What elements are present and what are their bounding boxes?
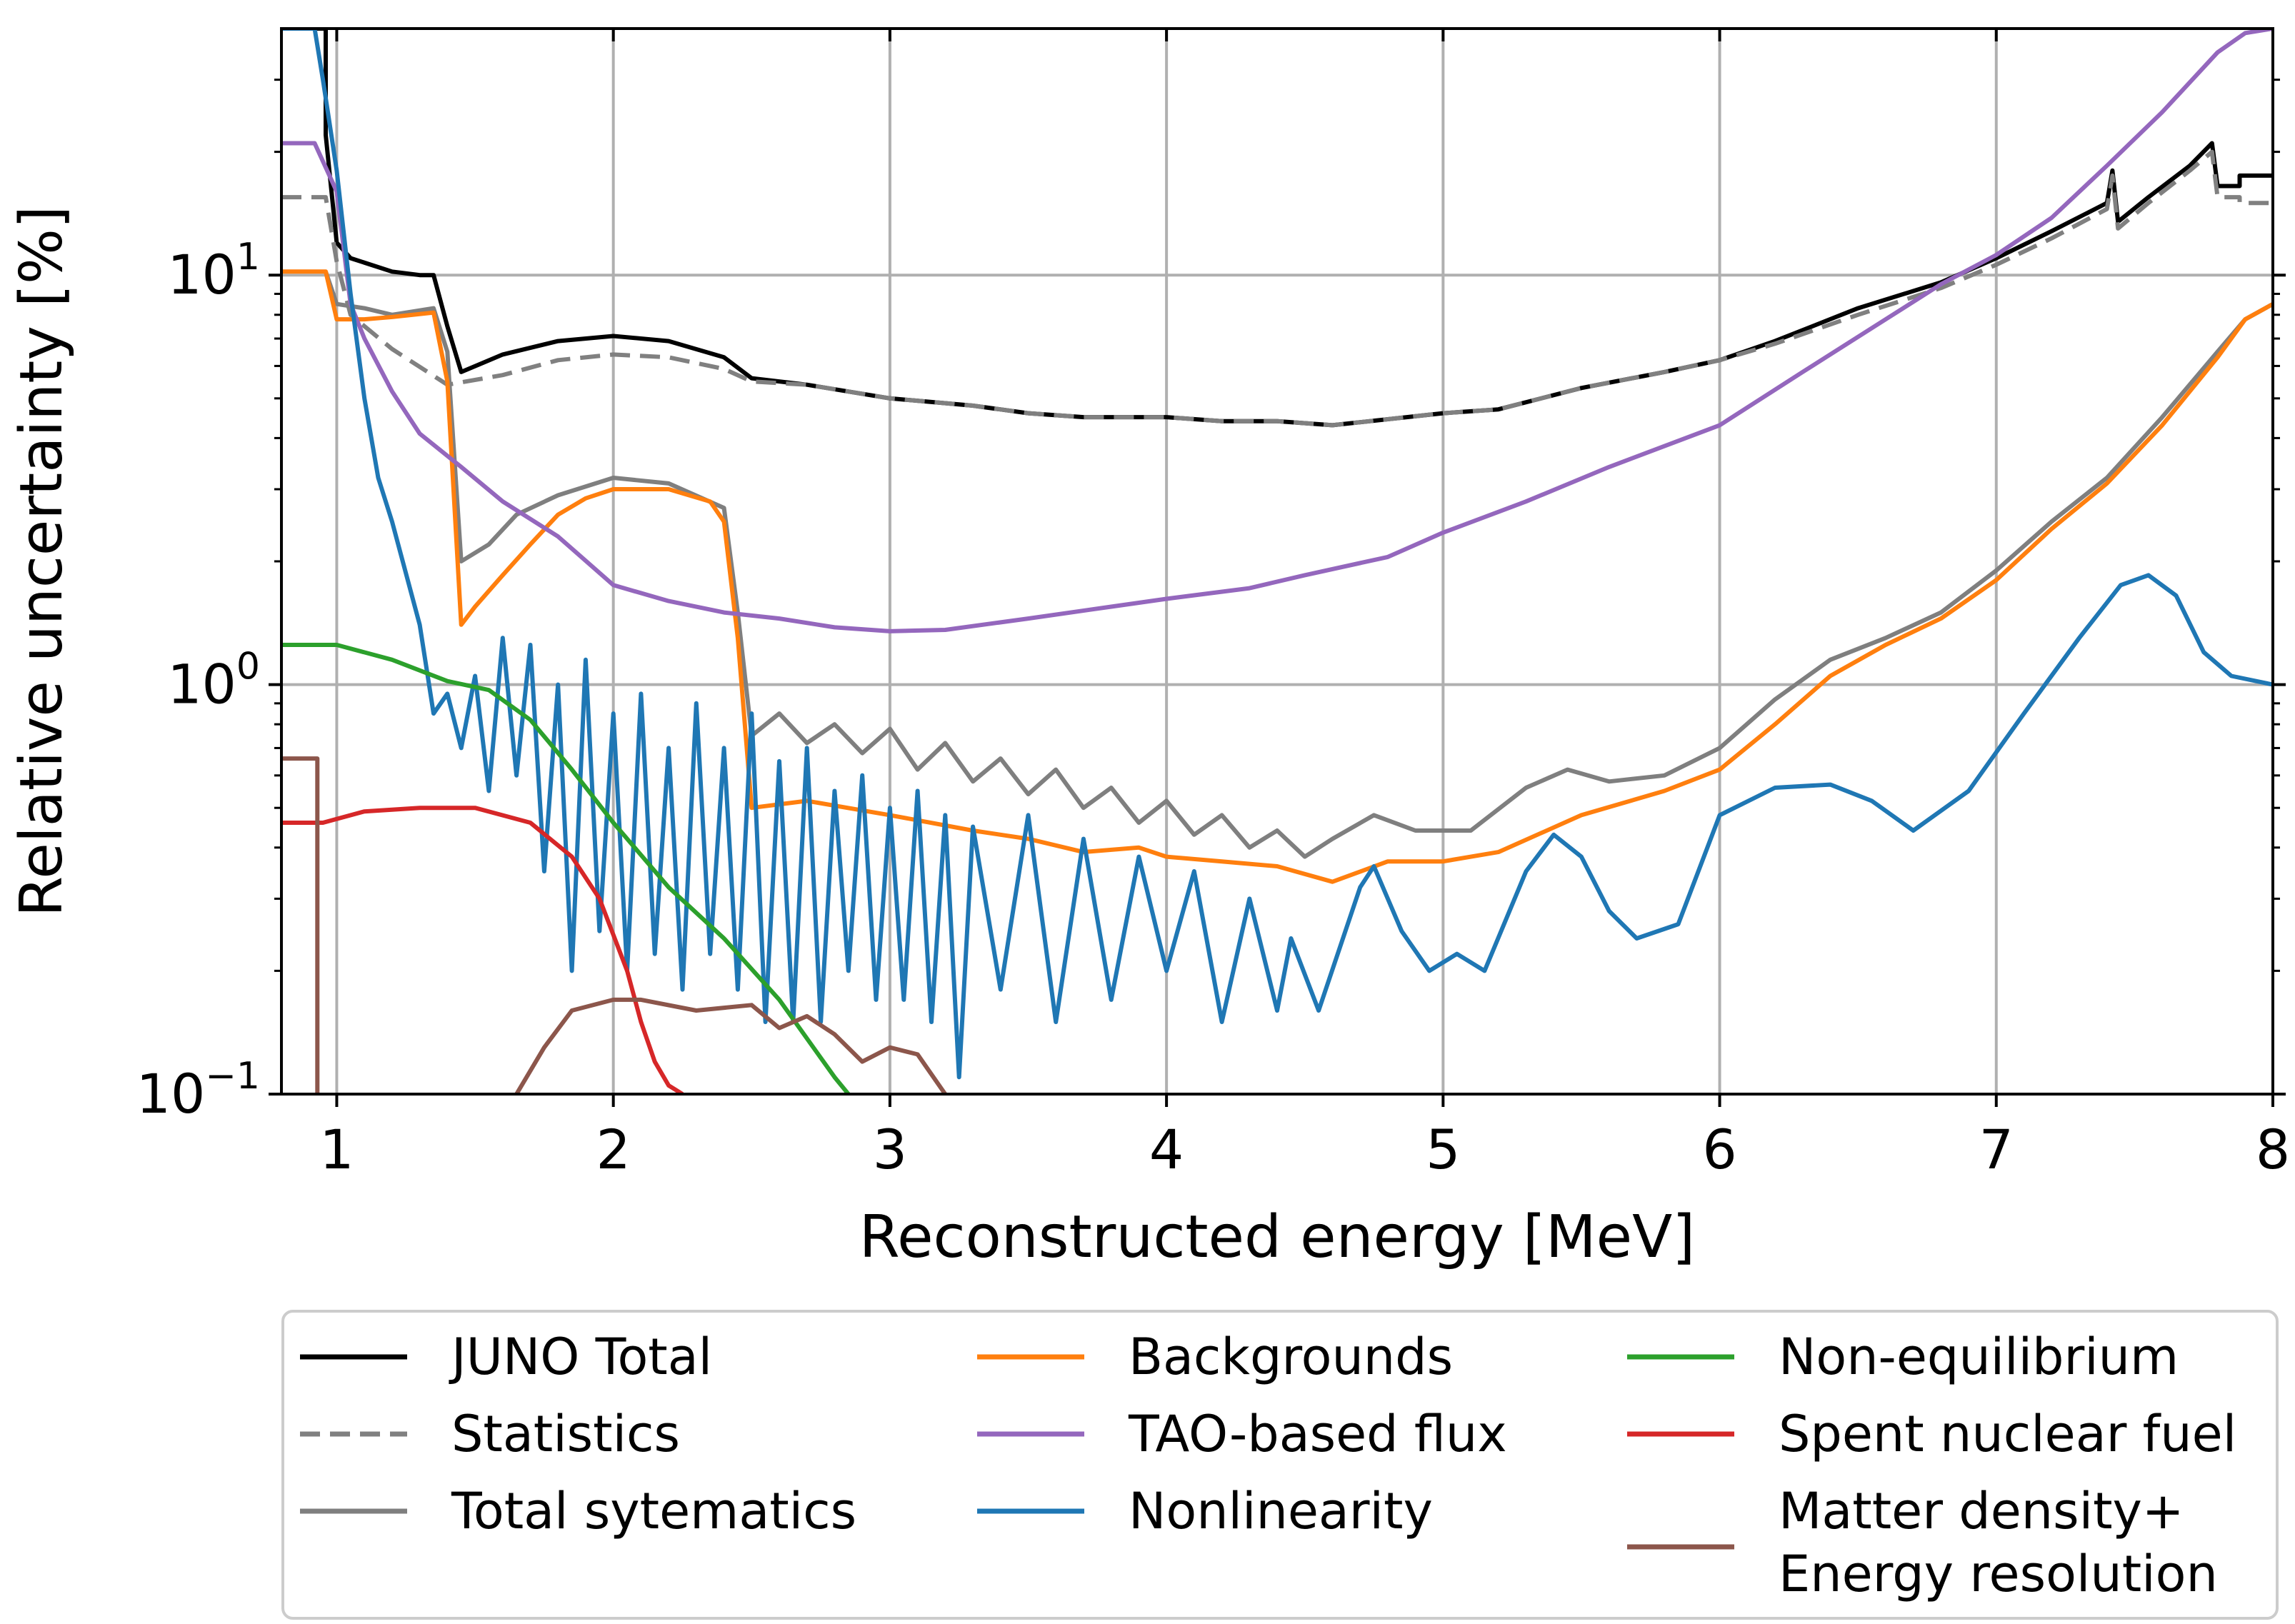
series-matter-density-energy-resolution (281, 756, 320, 1094)
legend-label: Statistics (451, 1405, 680, 1463)
axis-ticks: 1 2 3 4 5 6 7 8 10−1 100 101 (136, 29, 2290, 1181)
x-axis-label: Reconstructed energy [MeV] (859, 1203, 1695, 1271)
x-tick-label: 3 (873, 1118, 907, 1181)
series-tao-based-flux (281, 29, 2273, 633)
series-statistics (281, 149, 2273, 428)
legend-label: Spent nuclear fuel (1779, 1405, 2236, 1463)
series-backgrounds (281, 269, 2273, 884)
legend-frame (281, 1310, 2279, 1620)
x-tick-label: 6 (1702, 1118, 1736, 1181)
legend-label: TAO-based flux (1128, 1405, 1507, 1463)
legend-label: JUNO Total (449, 1328, 712, 1386)
legend-label: Backgrounds (1129, 1328, 1453, 1386)
series-layer (281, 29, 2273, 1094)
x-tick-label: 5 (1426, 1118, 1460, 1181)
y-tick-label: 101 (167, 236, 260, 306)
legend-label: Non-equilibrium (1779, 1328, 2179, 1386)
series-non-equilibrium (281, 643, 851, 1094)
legend-label: Total sytematics (451, 1482, 856, 1540)
legend: JUNO Total Statistics Total sytematics Back… (281, 1310, 2279, 1620)
series-total-sytematics (324, 271, 2273, 859)
series-nonlinearity (281, 29, 2273, 1080)
grid (281, 29, 2274, 1094)
y-tick-label: 10−1 (136, 1055, 260, 1126)
x-tick-label: 8 (2256, 1118, 2290, 1181)
x-tick-label: 4 (1149, 1118, 1184, 1181)
x-tick-label: 1 (319, 1118, 354, 1181)
y-axis-label: Relative uncertainty [%] (8, 206, 76, 917)
y-tick-label: 100 (167, 646, 260, 716)
x-tick-label: 2 (596, 1118, 630, 1181)
legend-label: Matter density+ (1779, 1482, 2184, 1540)
series-matter-density-energy-resolution-part2 (514, 997, 947, 1094)
x-tick-label: 7 (1979, 1118, 2014, 1181)
plot-frame (280, 27, 2274, 1096)
series-juno-total (281, 29, 2273, 428)
series-spent-nuclear-fuel (281, 806, 684, 1094)
legend-label: Energy resolution (1779, 1545, 2218, 1603)
legend-label: Nonlinearity (1129, 1482, 1433, 1540)
